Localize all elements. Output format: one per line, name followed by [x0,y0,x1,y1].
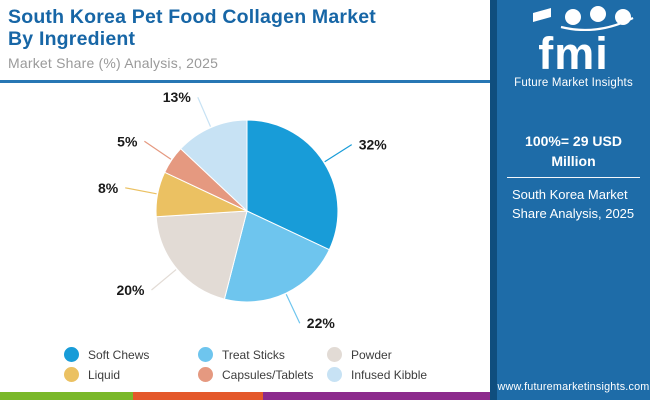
footer-bar-purple [263,392,490,400]
fmi-logo-caption: Future Market Insights [514,77,633,89]
page-title: South Korea Pet Food Collagen Market By I… [8,6,486,50]
sidebar-caption-line-2: Share Analysis, 2025 [512,206,635,221]
percent-label-capsules-tablets: 5% [117,133,138,149]
pie-slice-capsules-tablets [164,147,248,212]
legend-item-infused-kibble: Infused Kibble [327,367,507,382]
title-line-2: By Ingredient [8,28,136,50]
brand-sidebar: fmi Future Market Insights 100%= 29 USD M… [490,0,650,400]
legend-dot-capsules-tablets [198,367,213,382]
legend-label-liquid: Liquid [88,367,121,382]
percent-label-treat-sticks: 22% [307,315,336,331]
legend-item-powder: Powder [327,347,507,362]
percent-label-powder: 20% [116,282,145,298]
percent-label-liquid: 8% [98,180,119,196]
legend-item-capsules-tablets: Capsules/Tablets [198,367,327,382]
leader-line-soft-chews [324,144,353,163]
pie-slice-liquid [155,171,248,218]
scale-note-line-2: Million [551,153,596,169]
fmi-logo: fmi Future Market Insights [497,5,650,89]
legend-dot-soft-chews [64,347,79,362]
header-divider [0,80,490,83]
sidebar-divider [507,177,640,178]
globe-icons [532,6,633,32]
percent-label-infused-kibble: 13% [163,89,192,105]
footer-bar-green [0,392,133,400]
legend: Soft Chews Treat Sticks Powder Liquid Capsul… [64,346,507,383]
legend-item-soft-chews: Soft Chews [64,347,198,362]
legend-label-infused-kibble: Infused Kibble [351,367,428,382]
leader-line-powder [151,269,177,291]
leader-line-infused-kibble [197,96,212,127]
legend-dot-powder [327,347,342,362]
chart-panel: South Korea Pet Food Collagen Market By I… [0,6,490,400]
leader-line-capsules-tablets [144,140,172,160]
sidebar-caption-line-1: South Korea Market [512,187,628,202]
footer-bar-orange [133,392,263,400]
globe-icon [614,9,631,25]
legend-dot-treat-sticks [198,347,213,362]
legend-label-capsules-tablets: Capsules/Tablets [222,367,314,382]
legend-dot-liquid [64,367,79,382]
globe-icon [564,9,581,25]
flag-icon [532,8,551,22]
percent-label-soft-chews: 32% [359,137,388,153]
pie-slice-treat-sticks [223,210,330,303]
title-line-1: South Korea Pet Food Collagen Market [8,6,376,28]
page-subtitle: Market Share (%) Analysis, 2025 [8,55,219,71]
legend-dot-infused-kibble [327,367,342,382]
pie-slice-soft-chews [246,119,339,251]
pie-slice-infused-kibble [179,119,248,213]
pie-slice-powder [155,210,248,300]
header: South Korea Pet Food Collagen Market By I… [8,6,486,71]
fmi-logo-text: fmi [538,28,609,79]
legend-item-treat-sticks: Treat Sticks [198,347,327,362]
legend-label-powder: Powder [351,347,392,362]
footer-color-bar [0,392,490,400]
legend-item-liquid: Liquid [64,367,198,382]
scale-note: 100%= 29 USD Million [497,131,650,171]
globe-icon [589,6,606,22]
leader-line-liquid [125,187,157,195]
legend-label-soft-chews: Soft Chews [88,347,150,362]
sidebar-caption: South Korea Market Share Analysis, 2025 [512,185,642,223]
leader-line-treat-sticks [285,293,301,324]
scale-note-line-1: 100%= 29 USD [525,133,622,149]
website-link[interactable]: www.futuremarketinsights.com [497,381,650,393]
legend-label-treat-sticks: Treat Sticks [222,347,285,362]
